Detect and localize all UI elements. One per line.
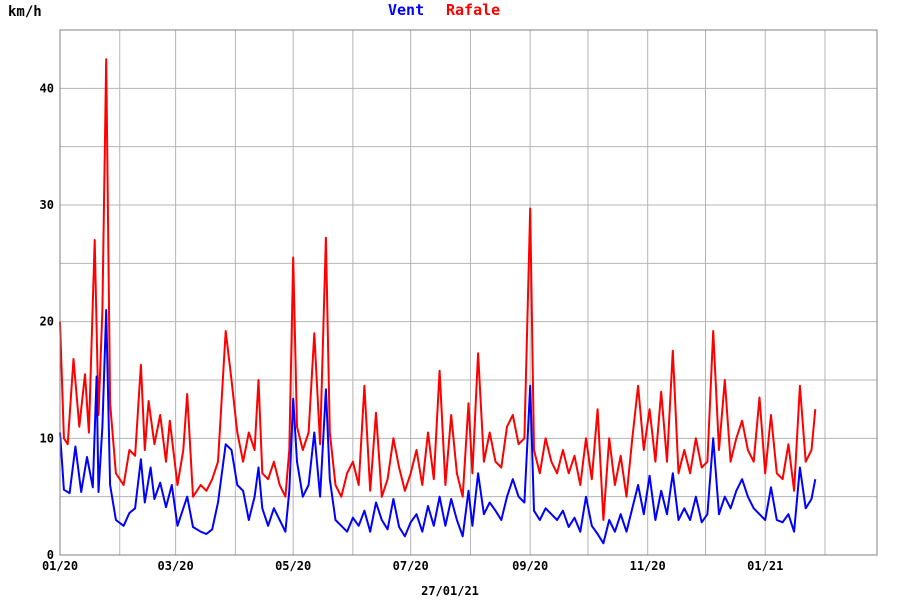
- x-tick-label: 01/20: [42, 559, 78, 573]
- plot-frame: [59, 29, 878, 556]
- legend-rafale: Rafale: [446, 1, 500, 19]
- y-tick-label: 0: [47, 548, 54, 562]
- legend-vent: Vent: [388, 1, 424, 19]
- series-line-rafale: [59, 58, 817, 521]
- x-tick-label: 05/20: [275, 559, 311, 573]
- y-tick-label: 40: [40, 81, 54, 95]
- y-tick-label: 20: [40, 315, 54, 329]
- date-label: 27/01/21: [421, 584, 479, 598]
- y-axis-unit: km/h: [8, 4, 42, 20]
- series-line-vent: [59, 309, 817, 545]
- y-tick-label: 10: [40, 431, 54, 445]
- x-tick-label: 03/20: [158, 559, 194, 573]
- x-tick-label: 07/20: [393, 559, 429, 573]
- x-tick-labels: 01/20 03/20 05/20 07/20 09/20 11/20 01/21: [42, 559, 783, 573]
- y-tick-label: 30: [40, 198, 54, 212]
- x-tick-label: 01/21: [747, 559, 783, 573]
- x-tick-label: 09/20: [512, 559, 548, 573]
- y-tick-labels: 0 10 20 30 40: [40, 81, 54, 562]
- grid: [60, 30, 877, 555]
- x-tick-label: 11/20: [630, 559, 666, 573]
- series-lines: [59, 58, 817, 545]
